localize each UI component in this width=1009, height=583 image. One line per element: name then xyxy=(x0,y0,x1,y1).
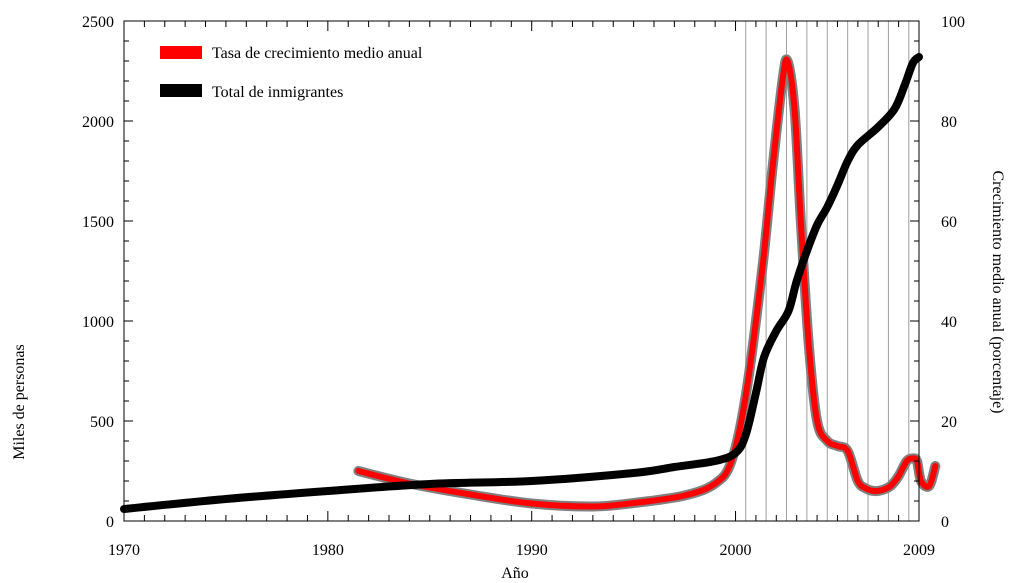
y-right-tick-label: 40 xyxy=(941,314,957,331)
y-left-tick-label: 2500 xyxy=(82,14,114,31)
y-right-tick-label: 60 xyxy=(941,214,957,231)
legend: Tasa de crecimiento medio anual Total de… xyxy=(160,45,423,101)
plot-frame xyxy=(123,20,920,522)
y-left-tick-label: 1500 xyxy=(82,214,114,231)
series-line-tasa xyxy=(355,56,939,510)
legend-swatch-total xyxy=(160,84,202,97)
x-tick-label: 2009 xyxy=(903,542,935,559)
y-right-tick-label: 20 xyxy=(941,414,957,431)
y-right-tick-label: 80 xyxy=(941,114,957,131)
y-left-tick-label: 1000 xyxy=(82,314,114,331)
x-tick-label: 2000 xyxy=(720,542,752,559)
y-left-tick-label: 0 xyxy=(106,514,114,531)
legend-label-total: Total de inmigrantes xyxy=(212,84,343,101)
y-axis-right-label: Crecimiento medio anual (porcentaje) xyxy=(989,170,1006,413)
axes: 1970 1980 1990 2000 200905001000150020002500… xyxy=(82,14,965,559)
series-line-total xyxy=(120,53,923,513)
legend-swatch-tasa xyxy=(160,46,202,59)
x-axis-label: Año xyxy=(501,565,529,582)
x-tick-label: 1990 xyxy=(516,542,548,559)
x-tick-label: 1970 xyxy=(108,542,140,559)
series-lines xyxy=(120,53,941,513)
legend-label-tasa: Tasa de crecimiento medio anual xyxy=(212,45,423,62)
y-right-tick-label: 0 xyxy=(941,514,949,531)
y-left-tick-label: 500 xyxy=(90,414,114,431)
y-axis-left-label: Miles de personas xyxy=(11,344,28,460)
y-left-tick-label: 2000 xyxy=(82,114,114,131)
y-right-tick-label: 100 xyxy=(941,14,965,31)
x-tick-label: 1980 xyxy=(312,542,344,559)
